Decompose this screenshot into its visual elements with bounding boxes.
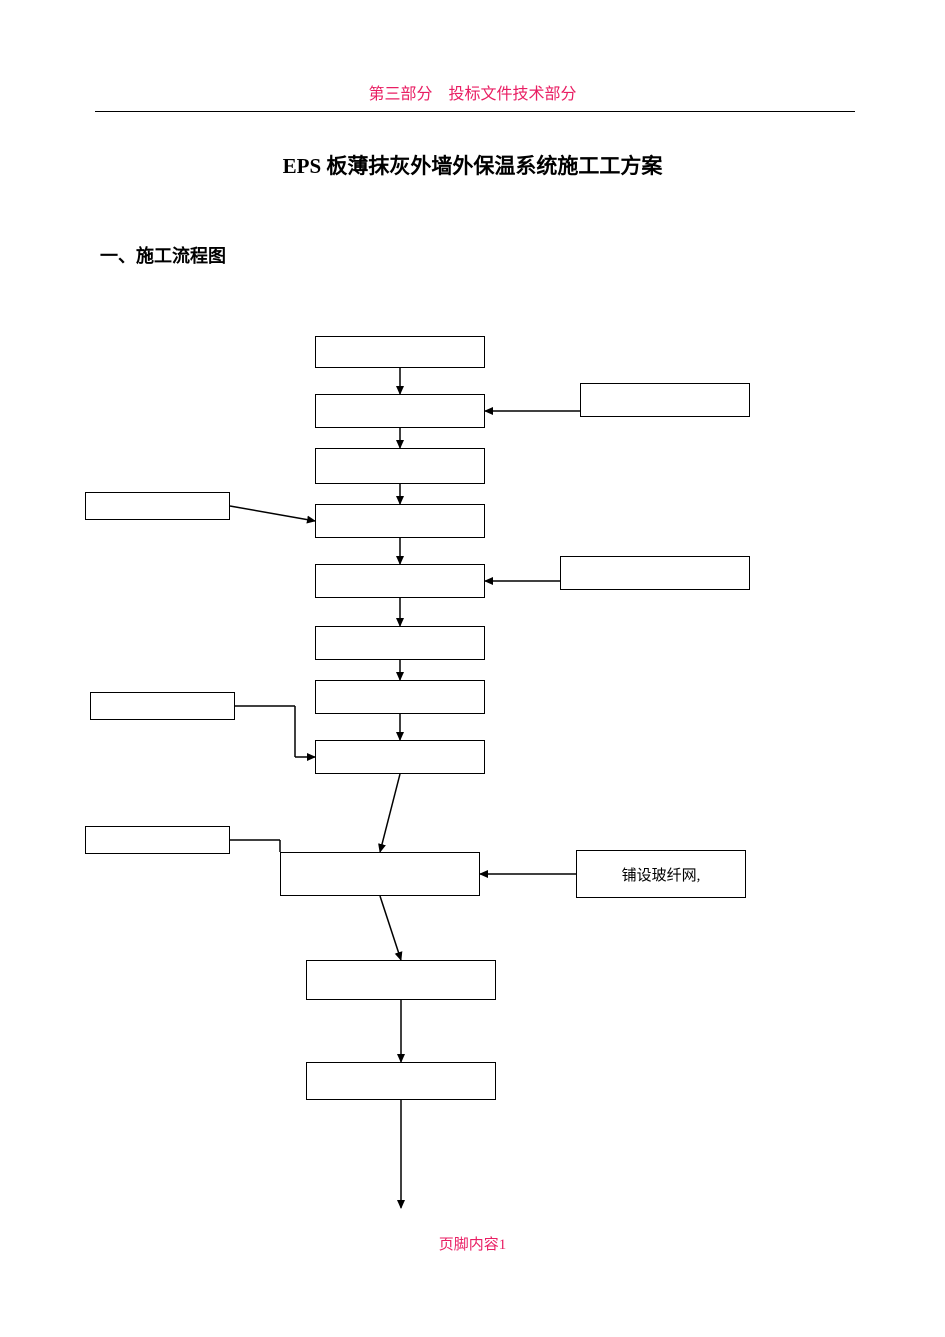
flowchart-node-c4 bbox=[315, 504, 485, 538]
flowchart-node-c1 bbox=[315, 336, 485, 368]
flowchart-node-c7 bbox=[315, 680, 485, 714]
flowchart-node-r9: 铺设玻纤网, bbox=[576, 850, 746, 898]
flowchart-node-c9 bbox=[280, 852, 480, 896]
flowchart-container: 铺设玻纤网, bbox=[0, 0, 945, 1337]
flowchart-node-l7 bbox=[90, 692, 235, 720]
flowchart-node-c10 bbox=[306, 960, 496, 1000]
flowchart-node-l4 bbox=[85, 492, 230, 520]
flowchart-node-c11 bbox=[306, 1062, 496, 1100]
flowchart-node-c3 bbox=[315, 448, 485, 484]
flowchart-node-r5 bbox=[560, 556, 750, 590]
flowchart-edges bbox=[0, 0, 945, 1337]
flowchart-node-c5 bbox=[315, 564, 485, 598]
page-footer-text: 页脚内容1 bbox=[439, 1237, 507, 1253]
page-footer: 页脚内容1 bbox=[0, 1233, 945, 1254]
flowchart-node-c8 bbox=[315, 740, 485, 774]
flowchart-node-r2 bbox=[580, 383, 750, 417]
flowchart-node-c2 bbox=[315, 394, 485, 428]
flowchart-node-l9 bbox=[85, 826, 230, 854]
flowchart-node-c6 bbox=[315, 626, 485, 660]
